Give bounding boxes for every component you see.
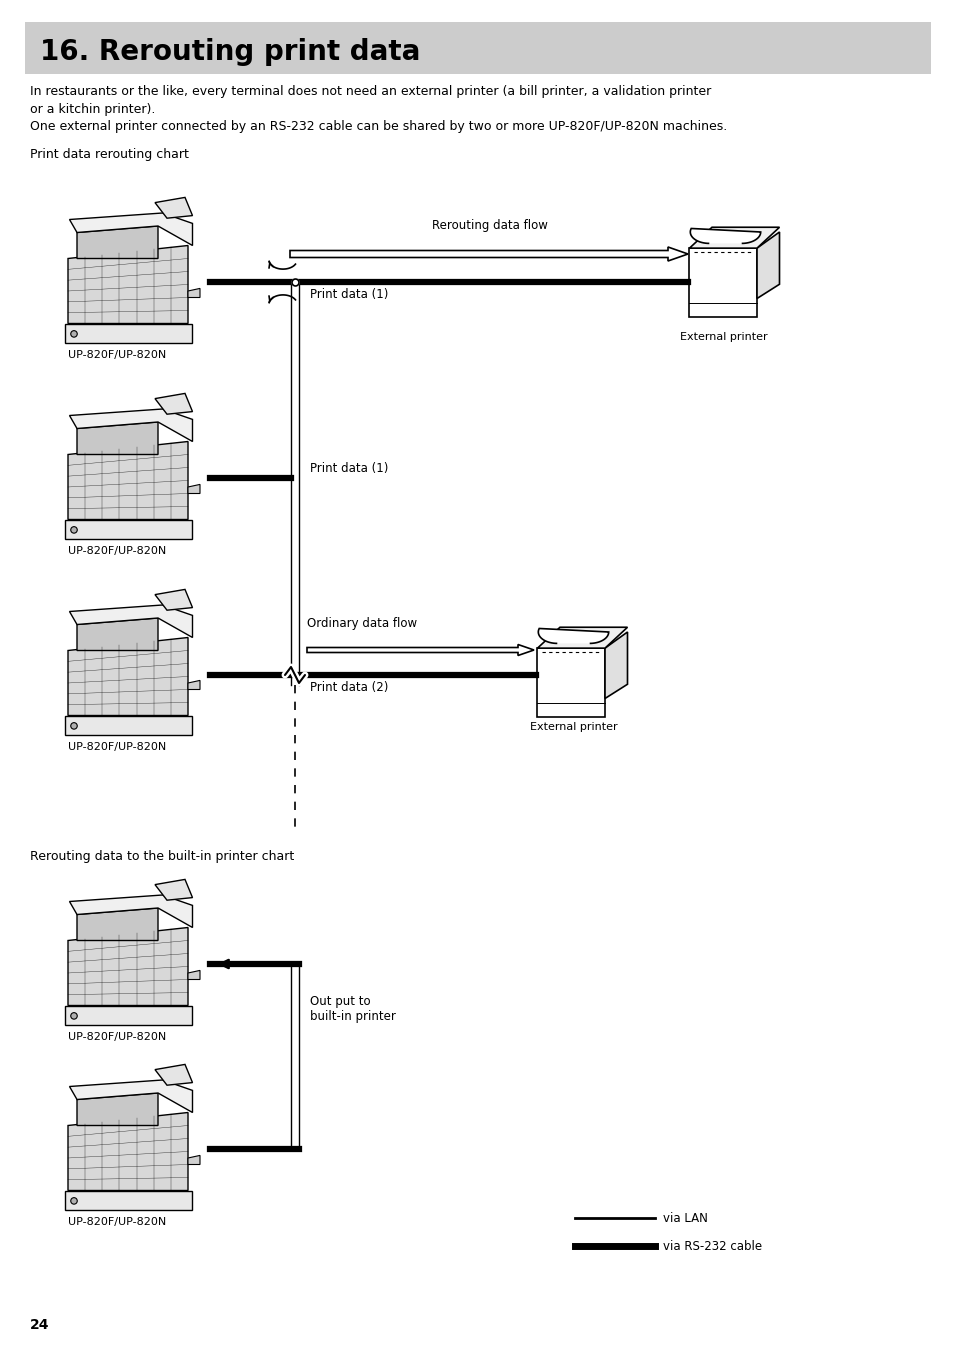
Text: UP-820F/UP-820N: UP-820F/UP-820N [68,742,166,751]
Polygon shape [65,1005,193,1025]
Polygon shape [307,645,534,656]
Text: Out put to
built-in printer: Out put to built-in printer [310,996,395,1023]
Text: Print data (1): Print data (1) [310,287,388,301]
Text: UP-820F/UP-820N: UP-820F/UP-820N [68,1217,166,1228]
Polygon shape [154,394,193,414]
Polygon shape [77,227,158,259]
Text: Ordinary data flow: Ordinary data flow [307,616,416,630]
Text: UP-820F/UP-820N: UP-820F/UP-820N [68,349,166,360]
Polygon shape [65,519,193,540]
Text: Rerouting data to the built-in printer chart: Rerouting data to the built-in printer c… [30,850,294,863]
Polygon shape [77,422,158,455]
Text: via RS-232 cable: via RS-232 cable [662,1240,761,1252]
Text: Print data rerouting chart: Print data rerouting chart [30,148,189,161]
Polygon shape [290,247,687,260]
Polygon shape [68,928,188,1005]
Text: UP-820F/UP-820N: UP-820F/UP-820N [68,546,166,556]
Circle shape [71,331,77,337]
Polygon shape [68,638,188,715]
Text: In restaurants or the like, every terminal does not need an external printer (a : In restaurants or the like, every termin… [30,85,711,98]
Polygon shape [188,680,200,689]
Polygon shape [70,409,193,441]
Polygon shape [77,908,158,940]
Polygon shape [77,618,158,650]
Circle shape [71,1198,77,1205]
Circle shape [71,526,77,533]
Polygon shape [70,213,193,246]
Polygon shape [68,246,188,324]
Polygon shape [154,880,193,900]
Text: Rerouting data flow: Rerouting data flow [432,219,547,232]
Text: via LAN: via LAN [662,1211,707,1225]
Polygon shape [689,227,779,248]
Text: One external printer connected by an RS-232 cable can be shared by two or more U: One external printer connected by an RS-… [30,120,726,134]
Polygon shape [757,232,779,298]
Polygon shape [65,324,193,343]
Polygon shape [154,197,193,219]
Bar [537,648,604,716]
Text: External printer: External printer [679,332,767,343]
Circle shape [71,1013,77,1018]
Polygon shape [65,715,193,735]
Polygon shape [188,1155,200,1164]
Polygon shape [690,228,760,243]
Text: External printer: External printer [530,722,617,733]
Polygon shape [68,441,188,519]
Polygon shape [77,1093,158,1125]
Polygon shape [188,289,200,298]
Text: Print data (2): Print data (2) [310,681,388,693]
Bar [689,248,757,317]
Text: UP-820F/UP-820N: UP-820F/UP-820N [68,1032,166,1041]
Text: 24: 24 [30,1318,50,1331]
Polygon shape [537,627,627,648]
Text: Print data (1): Print data (1) [310,461,388,475]
Text: or a kitchin printer).: or a kitchin printer). [30,103,155,116]
Text: 16. Rerouting print data: 16. Rerouting print data [40,38,420,66]
Circle shape [71,723,77,730]
Polygon shape [70,604,193,638]
Bar [25,22,930,74]
Polygon shape [537,629,608,643]
Polygon shape [70,894,193,928]
Polygon shape [604,631,627,699]
Polygon shape [70,1081,193,1113]
Polygon shape [188,484,200,494]
Polygon shape [68,1113,188,1191]
Polygon shape [65,1191,193,1210]
Polygon shape [188,970,200,979]
Polygon shape [154,1064,193,1085]
Polygon shape [154,590,193,610]
